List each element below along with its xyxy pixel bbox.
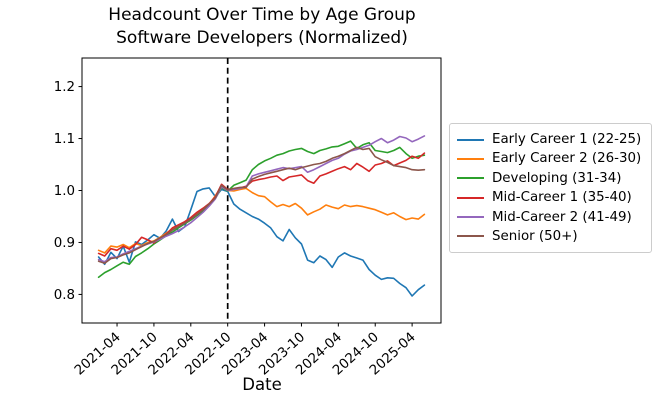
legend-item-label: Mid-Career 2 (41-49) [492, 209, 632, 225]
y-tick-label: 1.2 [54, 80, 75, 95]
legend-item-label: Early Career 2 (26-30) [492, 151, 642, 167]
legend: Early Career 1 (22-25) Early Career 2 (26… [449, 123, 652, 253]
legend-item-label: Mid-Career 1 (35-40) [492, 190, 632, 206]
legend-item: Developing (31-34) [457, 171, 651, 186]
y-tick-label: 0.8 [54, 288, 75, 303]
legend-swatch-line [457, 177, 484, 180]
legend-item: Early Career 1 (22-25) [457, 132, 651, 147]
axes-frame [81, 57, 442, 324]
y-tick-label: 1.1 [54, 132, 75, 147]
chart-title: Headcount Over Time by Age Group [108, 5, 416, 25]
legend-item: Early Career 2 (26-30) [457, 151, 651, 166]
legend-item-label: Developing (31-34) [492, 170, 622, 186]
legend-item-label: Early Career 1 (22-25) [492, 132, 642, 147]
legend-item: Mid-Career 2 (41-49) [457, 210, 651, 225]
x-axis-label: Date [242, 375, 282, 394]
legend-item: Mid-Career 1 (35-40) [457, 190, 651, 205]
legend-swatch-line [457, 157, 484, 160]
series-line-mid-career-1-35-40 [97, 152, 426, 257]
legend-swatch-line [457, 138, 484, 141]
y-tick-label: 0.9 [54, 236, 75, 251]
series-line-early-career-1-22-25 [97, 187, 426, 297]
legend-item: Senior (50+) [457, 229, 651, 244]
series-line-senior-50 [97, 146, 426, 265]
legend-swatch-line [457, 216, 484, 219]
legend-swatch-line [457, 196, 484, 199]
legend-swatch-line [457, 235, 484, 238]
y-tick-label: 1.0 [54, 184, 75, 199]
chart-title-block: Headcount Over Time by Age Group Softwar… [62, 4, 462, 50]
chart-subtitle: Software Developers (Normalized) [116, 28, 408, 48]
legend-item-label: Senior (50+) [492, 228, 578, 244]
